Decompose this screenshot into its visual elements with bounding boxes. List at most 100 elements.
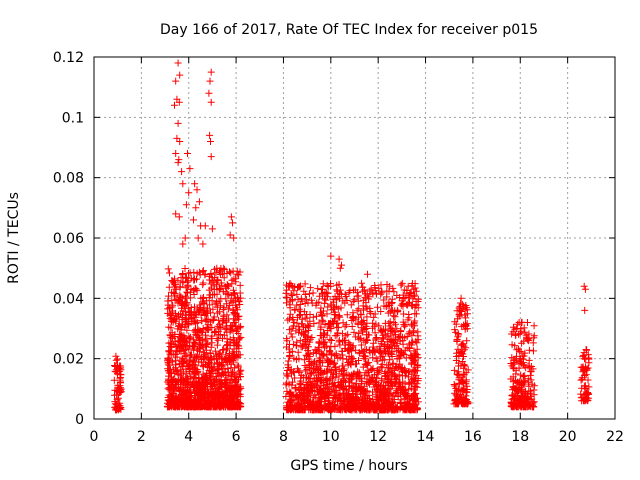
data-point bbox=[517, 348, 525, 356]
data-point bbox=[197, 384, 205, 392]
data-point bbox=[181, 308, 189, 316]
data-point bbox=[224, 305, 232, 313]
data-point bbox=[227, 364, 235, 372]
data-point bbox=[330, 359, 338, 367]
data-point bbox=[288, 397, 296, 405]
data-point bbox=[199, 267, 207, 275]
data-point bbox=[184, 289, 191, 297]
data-point bbox=[405, 314, 413, 322]
data-point bbox=[395, 380, 403, 388]
data-point bbox=[230, 353, 238, 361]
data-point bbox=[395, 332, 403, 340]
data-point bbox=[311, 346, 319, 354]
data-point bbox=[338, 397, 346, 405]
data-point bbox=[228, 280, 236, 288]
data-point bbox=[398, 372, 406, 380]
data-point bbox=[402, 386, 410, 394]
data-point bbox=[112, 366, 120, 374]
data-point bbox=[178, 370, 186, 378]
data-point bbox=[334, 329, 342, 337]
data-point bbox=[173, 353, 181, 361]
data-point bbox=[358, 319, 366, 327]
data-point bbox=[367, 285, 375, 293]
data-point bbox=[234, 330, 242, 337]
data-point bbox=[352, 346, 360, 354]
data-point bbox=[167, 396, 175, 403]
data-point bbox=[230, 234, 238, 242]
data-point bbox=[166, 343, 174, 350]
data-point bbox=[292, 384, 300, 391]
data-point bbox=[455, 380, 463, 388]
data-point bbox=[295, 311, 303, 319]
data-point bbox=[190, 276, 198, 284]
data-point bbox=[180, 368, 188, 376]
data-point bbox=[528, 403, 536, 411]
data-point bbox=[174, 59, 182, 67]
data-point bbox=[285, 392, 293, 400]
data-point bbox=[213, 290, 221, 298]
data-point bbox=[206, 301, 214, 309]
data-point bbox=[333, 320, 340, 328]
data-point bbox=[450, 366, 458, 374]
data-point bbox=[352, 400, 360, 408]
data-point bbox=[512, 390, 520, 398]
data-point bbox=[183, 326, 191, 334]
data-point bbox=[400, 386, 408, 393]
data-point bbox=[179, 270, 187, 277]
data-point bbox=[379, 403, 387, 410]
data-point bbox=[172, 285, 180, 293]
data-point bbox=[388, 327, 396, 335]
data-point bbox=[308, 299, 316, 307]
data-point bbox=[411, 382, 419, 390]
data-point bbox=[521, 328, 529, 336]
data-point bbox=[202, 317, 210, 325]
data-point bbox=[343, 398, 351, 406]
data-point bbox=[336, 341, 344, 349]
data-point bbox=[286, 315, 293, 323]
data-point bbox=[301, 405, 309, 413]
data-point bbox=[288, 324, 296, 332]
data-point bbox=[222, 317, 230, 325]
data-point bbox=[306, 290, 313, 298]
data-point bbox=[350, 315, 358, 323]
data-point bbox=[318, 312, 326, 319]
data-point bbox=[406, 289, 414, 297]
data-point bbox=[194, 328, 202, 336]
data-point bbox=[181, 314, 189, 322]
data-point bbox=[207, 334, 215, 342]
data-point bbox=[179, 278, 187, 286]
data-point bbox=[412, 297, 420, 305]
data-point bbox=[357, 324, 365, 332]
data-point bbox=[357, 334, 365, 342]
data-point bbox=[320, 389, 328, 397]
data-point bbox=[215, 365, 223, 373]
data-point bbox=[366, 405, 374, 413]
data-point bbox=[373, 357, 381, 365]
data-point bbox=[293, 301, 301, 309]
data-point bbox=[454, 345, 462, 353]
data-point bbox=[165, 283, 173, 291]
data-point bbox=[298, 315, 306, 323]
data-point bbox=[291, 374, 299, 382]
data-point bbox=[368, 377, 376, 384]
data-point bbox=[220, 264, 228, 272]
data-point bbox=[227, 213, 235, 221]
data-point bbox=[301, 280, 309, 288]
data-point bbox=[335, 281, 343, 289]
data-point bbox=[234, 387, 242, 395]
data-point bbox=[376, 349, 384, 357]
data-point bbox=[192, 285, 200, 293]
data-point bbox=[182, 201, 190, 209]
data-point bbox=[524, 390, 531, 398]
data-point bbox=[358, 347, 366, 355]
data-point bbox=[182, 294, 190, 302]
data-point bbox=[339, 347, 346, 355]
data-point bbox=[513, 352, 520, 360]
data-point bbox=[213, 300, 221, 308]
data-point bbox=[312, 301, 320, 309]
data-point bbox=[517, 327, 525, 335]
data-point bbox=[338, 362, 346, 370]
data-point bbox=[389, 370, 397, 378]
y-tick-label: 0.1 bbox=[62, 110, 84, 126]
data-point bbox=[321, 330, 328, 338]
